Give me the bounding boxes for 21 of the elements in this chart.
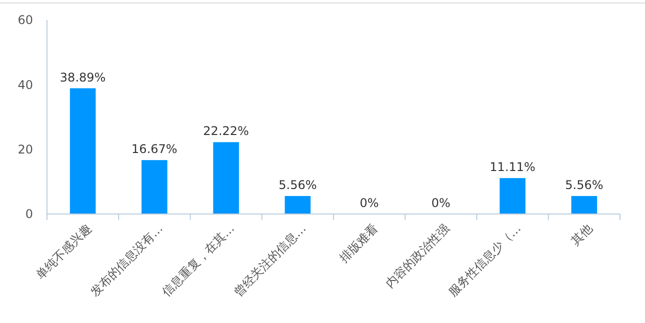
data-label: 5.56% bbox=[278, 178, 317, 192]
bar bbox=[571, 196, 598, 214]
bar bbox=[213, 142, 239, 214]
y-tick-label: 60 bbox=[18, 13, 33, 28]
bar bbox=[70, 88, 96, 214]
data-label: 0% bbox=[360, 196, 379, 210]
data-label: 38.89% bbox=[60, 70, 106, 84]
data-label: 5.56% bbox=[565, 178, 604, 192]
x-tick-label: 其他 bbox=[568, 221, 596, 248]
y-tick-label: 0 bbox=[25, 207, 33, 222]
data-label: 11.11% bbox=[490, 160, 536, 174]
data-label: 22.22% bbox=[203, 124, 249, 138]
bar bbox=[284, 196, 311, 214]
x-tick-label: 排版难看 bbox=[336, 221, 380, 266]
data-label: 16.67% bbox=[132, 142, 178, 156]
y-tick-label: 40 bbox=[18, 78, 33, 92]
y-tick-label: 20 bbox=[18, 142, 33, 157]
x-tick-label: 单纯不感兴趣 bbox=[33, 221, 94, 282]
data-label: 0% bbox=[431, 196, 450, 210]
bar bbox=[142, 160, 168, 214]
bar bbox=[500, 178, 526, 214]
